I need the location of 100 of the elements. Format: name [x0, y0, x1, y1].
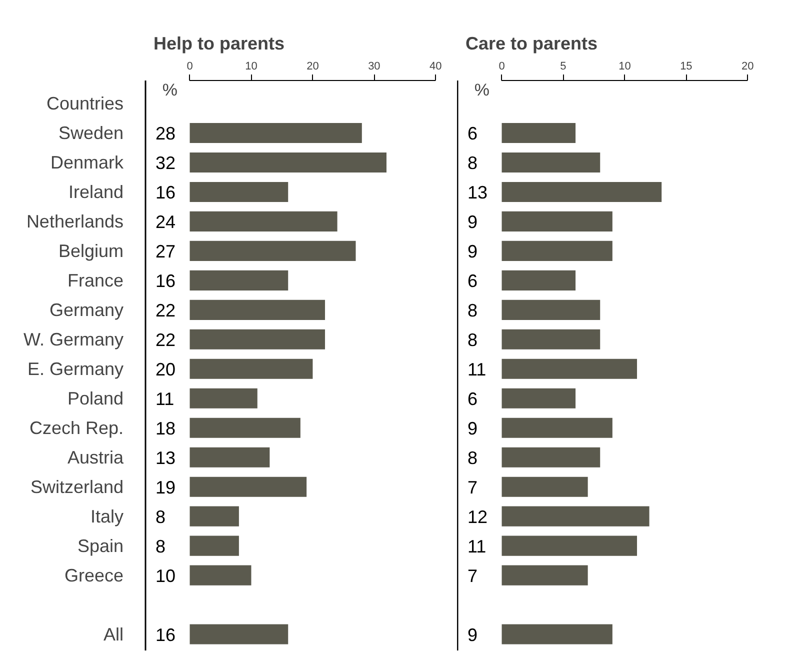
- data-label: 8: [156, 506, 166, 527]
- data-label: 24: [156, 212, 176, 232]
- bar: [502, 300, 600, 320]
- data-label: 9: [468, 624, 478, 645]
- data-label: 20: [156, 359, 176, 380]
- data-label: 10: [156, 566, 176, 586]
- x-tick-label: 5: [560, 60, 566, 72]
- bar: [502, 536, 638, 556]
- x-tick-label: 10: [245, 60, 258, 72]
- bar: [502, 270, 576, 290]
- x-tick-label: 0: [498, 60, 505, 72]
- x-axis-title: %: [474, 80, 490, 100]
- data-label: 7: [468, 566, 478, 586]
- y-tick-label: Czech Rep.: [29, 418, 124, 438]
- y-tick-label: Greece: [64, 565, 124, 586]
- bar: [502, 358, 638, 379]
- x-axis-title: %: [162, 80, 178, 100]
- data-label: 11: [156, 388, 174, 409]
- data-label: 7: [468, 477, 478, 498]
- data-label: 8: [468, 330, 478, 350]
- chart-title: Care to parents: [466, 34, 598, 54]
- bar: [190, 358, 313, 379]
- bar: [190, 388, 258, 408]
- data-label: 11: [468, 359, 486, 380]
- data-label: 8: [156, 536, 166, 556]
- data-label: 13: [468, 182, 488, 202]
- bar: [502, 624, 612, 644]
- data-label: 16: [156, 624, 176, 645]
- bar: [190, 624, 288, 644]
- data-label: 6: [468, 123, 478, 144]
- bar: [190, 182, 288, 202]
- x-tick-label: 0: [186, 60, 193, 72]
- bar: [502, 418, 612, 438]
- data-label: 16: [156, 182, 176, 202]
- x-tick-label: 30: [368, 60, 380, 72]
- bar: [502, 388, 576, 408]
- bar: [502, 122, 576, 144]
- data-label: 27: [156, 241, 176, 262]
- y-tick-label: E. Germany: [27, 358, 124, 379]
- bar: [502, 476, 588, 497]
- bar: [190, 152, 386, 172]
- y-tick-label: Sweden: [58, 122, 124, 143]
- data-label: 11: [468, 536, 486, 556]
- y-tick-label: Switzerland: [30, 476, 124, 497]
- data-label: 8: [468, 448, 478, 468]
- y-tick-label: France: [67, 270, 124, 290]
- data-label: 13: [156, 448, 176, 468]
- y-tick-label: Denmark: [50, 152, 124, 172]
- bar: [190, 211, 338, 232]
- x-tick-label: 15: [680, 60, 692, 72]
- bar: [502, 447, 600, 468]
- x-tick-label: 20: [306, 60, 319, 72]
- data-label: 19: [156, 477, 176, 498]
- bar: [502, 240, 612, 261]
- y-tick-label: Belgium: [58, 240, 124, 261]
- bar: [190, 565, 252, 586]
- y-tick-label: Poland: [67, 388, 124, 408]
- y-tick-label: W. Germany: [23, 329, 124, 350]
- bar: [502, 565, 588, 586]
- data-label: 32: [156, 152, 176, 173]
- y-axis-title: Countries: [46, 94, 124, 114]
- data-label: 28: [156, 123, 176, 144]
- bar: [190, 476, 307, 497]
- data-label: 6: [468, 388, 478, 409]
- y-tick-label: Ireland: [68, 182, 124, 202]
- x-tick-label: 20: [742, 60, 754, 72]
- y-tick-label: Netherlands: [26, 211, 124, 232]
- x-tick-label: 10: [618, 60, 631, 72]
- y-tick-label: Italy: [90, 506, 124, 526]
- data-label: 8: [468, 152, 478, 173]
- bar: [502, 506, 650, 526]
- chart-title: Help to parents: [154, 34, 285, 54]
- x-tick-label: 40: [430, 60, 442, 72]
- bar: [502, 211, 612, 232]
- data-label: 22: [156, 300, 176, 320]
- bar: [190, 240, 356, 261]
- y-tick-label: Germany: [49, 300, 124, 320]
- bar: [190, 300, 326, 320]
- y-tick-label: Austria: [67, 447, 124, 468]
- bar: [190, 418, 300, 438]
- y-tick-label: Spain: [77, 536, 124, 556]
- bar: [190, 506, 239, 526]
- data-label: 9: [468, 212, 478, 232]
- data-label: 6: [468, 270, 478, 291]
- bar: [190, 329, 326, 350]
- data-label: 16: [156, 270, 176, 291]
- bar: [190, 122, 362, 144]
- bar: [502, 152, 600, 172]
- bar: [502, 182, 662, 202]
- bar: [502, 329, 600, 350]
- data-label: 22: [156, 330, 176, 350]
- bar: [190, 447, 270, 468]
- data-label: 9: [468, 241, 478, 262]
- data-label: 18: [156, 418, 176, 438]
- data-label: 8: [468, 300, 478, 320]
- bar: [190, 270, 288, 290]
- y-tick-label: All: [103, 624, 124, 644]
- data-label: 12: [468, 506, 488, 527]
- data-label: 9: [468, 418, 478, 438]
- bar: [190, 536, 239, 556]
